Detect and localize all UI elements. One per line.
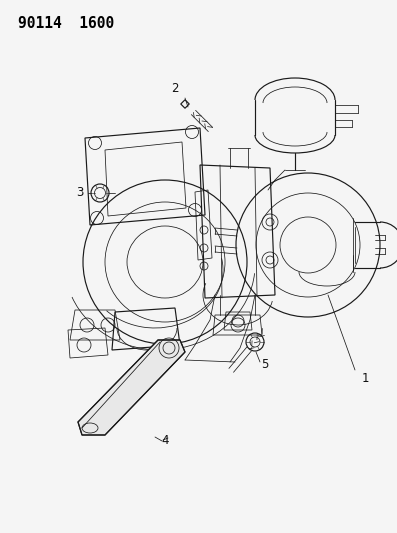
Text: 2: 2 bbox=[171, 82, 179, 94]
Text: 90114  1600: 90114 1600 bbox=[18, 16, 114, 31]
Text: 4: 4 bbox=[161, 433, 169, 447]
Text: 5: 5 bbox=[261, 359, 269, 372]
Polygon shape bbox=[78, 340, 185, 435]
Text: 1: 1 bbox=[362, 372, 370, 384]
Text: 3: 3 bbox=[76, 187, 84, 199]
